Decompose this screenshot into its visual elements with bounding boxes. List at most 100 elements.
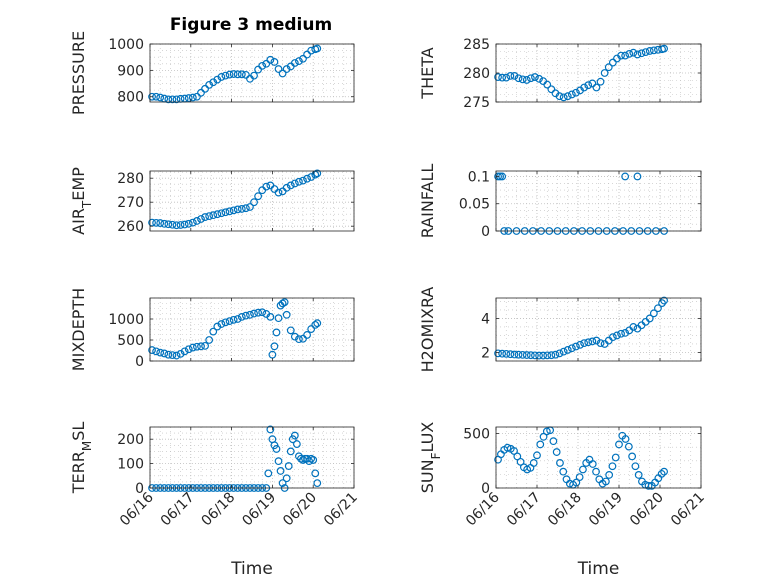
y-axis-label: AIRTEMP bbox=[69, 167, 94, 235]
data-point bbox=[286, 326, 295, 335]
data-point bbox=[299, 54, 307, 63]
data-point bbox=[209, 327, 218, 336]
y-axis-label: PRESSURE bbox=[69, 31, 88, 115]
data-point bbox=[290, 431, 299, 440]
data-point bbox=[237, 313, 246, 321]
data-point bbox=[197, 88, 205, 97]
figure-title: Figure 3 medium bbox=[170, 15, 332, 35]
data-point bbox=[270, 342, 279, 351]
data-point bbox=[233, 70, 242, 79]
data-point bbox=[197, 342, 205, 351]
data-point bbox=[188, 343, 197, 352]
data-point bbox=[522, 76, 531, 84]
data-point bbox=[555, 349, 564, 358]
y-axis-label: RAINFALL bbox=[418, 164, 437, 239]
data-point bbox=[628, 452, 637, 461]
data-point bbox=[547, 85, 556, 94]
y-tick-label: 0.1 bbox=[468, 169, 490, 185]
data-point bbox=[494, 349, 502, 358]
data-point bbox=[641, 48, 650, 57]
data-point bbox=[205, 212, 214, 221]
y-axis-label: SUNFLUX bbox=[418, 422, 443, 494]
data-point bbox=[264, 469, 273, 478]
data-series bbox=[494, 44, 668, 102]
data-point bbox=[522, 351, 531, 359]
data-point bbox=[286, 181, 295, 190]
y-tick-label: 900 bbox=[117, 63, 144, 79]
data-point bbox=[217, 320, 226, 328]
subplot-3: 260 270 280 AIRTEMP bbox=[69, 167, 355, 235]
data-point bbox=[156, 348, 165, 357]
data-point bbox=[608, 333, 617, 342]
data-point bbox=[572, 88, 580, 97]
data-point bbox=[588, 79, 597, 88]
data-point bbox=[305, 457, 314, 466]
plot-area bbox=[496, 171, 701, 231]
data-point bbox=[563, 92, 572, 101]
data-point bbox=[313, 479, 322, 488]
data-point bbox=[535, 74, 543, 83]
data-point bbox=[303, 50, 311, 59]
data-point bbox=[258, 61, 267, 70]
data-point bbox=[549, 437, 558, 446]
subplot-5: 0 500 1000 MIXDEPTH bbox=[69, 288, 355, 371]
data-point bbox=[176, 349, 185, 358]
data-point bbox=[498, 349, 507, 358]
data-point bbox=[629, 323, 638, 331]
data-series bbox=[148, 298, 322, 360]
data-point bbox=[526, 74, 535, 83]
data-point bbox=[229, 315, 238, 324]
data-point bbox=[559, 347, 568, 356]
data-point bbox=[584, 338, 593, 347]
data-point bbox=[514, 350, 523, 359]
data-point bbox=[201, 213, 209, 221]
y-tick-label: 0 bbox=[135, 481, 144, 497]
data-point bbox=[282, 310, 291, 319]
data-point bbox=[575, 473, 584, 482]
y-tick-label: 4 bbox=[481, 311, 490, 327]
data-point bbox=[184, 94, 193, 102]
data-point bbox=[531, 351, 539, 360]
data-point bbox=[241, 204, 250, 213]
data-point bbox=[576, 340, 584, 349]
data-point bbox=[502, 73, 511, 82]
data-point bbox=[634, 471, 643, 479]
data-point bbox=[617, 329, 625, 338]
data-point bbox=[250, 71, 258, 80]
data-point bbox=[168, 220, 177, 229]
data-point bbox=[567, 344, 576, 353]
y-tick-label: 0 bbox=[481, 224, 490, 240]
y-tick-label: 285 bbox=[463, 37, 490, 53]
data-point bbox=[510, 447, 518, 455]
data-point bbox=[290, 179, 299, 188]
data-point bbox=[535, 351, 543, 360]
data-point bbox=[621, 435, 630, 443]
axes-frame bbox=[149, 297, 355, 362]
data-point bbox=[152, 218, 161, 227]
data-point bbox=[531, 73, 539, 81]
data-point bbox=[567, 90, 576, 99]
data-point bbox=[592, 83, 601, 92]
data-point bbox=[193, 342, 201, 351]
y-tick-label: 1000 bbox=[108, 37, 144, 53]
data-point bbox=[246, 203, 254, 211]
data-point bbox=[311, 469, 320, 478]
data-point bbox=[313, 319, 322, 328]
data-point bbox=[645, 314, 654, 323]
data-point bbox=[188, 218, 197, 227]
data-point bbox=[180, 220, 189, 229]
y-axis-label: TERRMSL bbox=[69, 422, 94, 495]
data-point bbox=[148, 92, 156, 101]
y-axis-label: MIXDEPTH bbox=[69, 288, 88, 371]
data-point bbox=[152, 347, 161, 356]
data-point bbox=[542, 427, 551, 436]
data-point bbox=[266, 425, 275, 434]
data-point bbox=[510, 71, 519, 80]
data-point bbox=[156, 93, 165, 102]
data-point bbox=[193, 217, 201, 225]
data-point bbox=[164, 95, 173, 104]
data-point bbox=[307, 325, 316, 333]
data-point bbox=[660, 467, 668, 476]
data-point bbox=[303, 174, 311, 183]
data-point bbox=[250, 309, 258, 318]
